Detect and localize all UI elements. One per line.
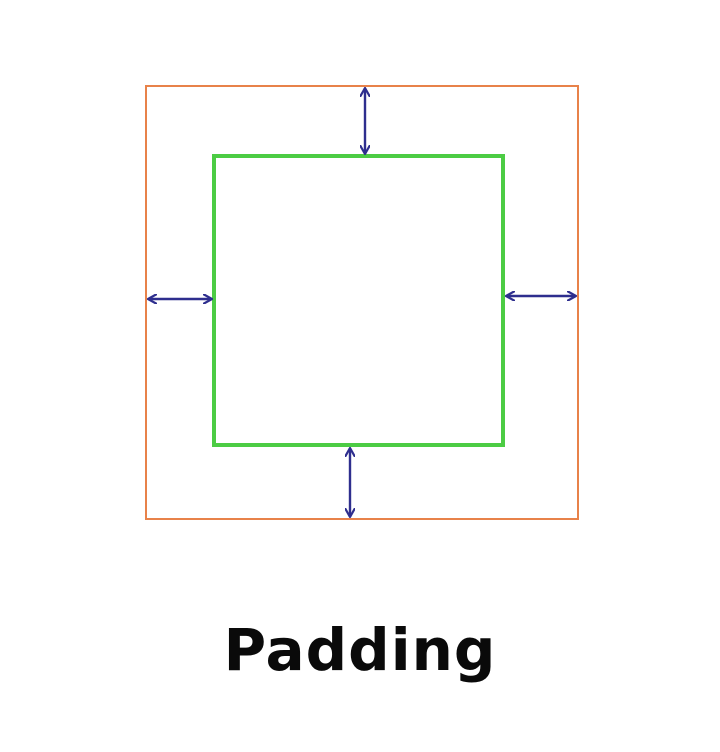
padding-diagram (145, 85, 579, 520)
inner-box (212, 154, 505, 447)
outer-box (145, 85, 579, 520)
diagram-caption: Padding (223, 616, 497, 684)
